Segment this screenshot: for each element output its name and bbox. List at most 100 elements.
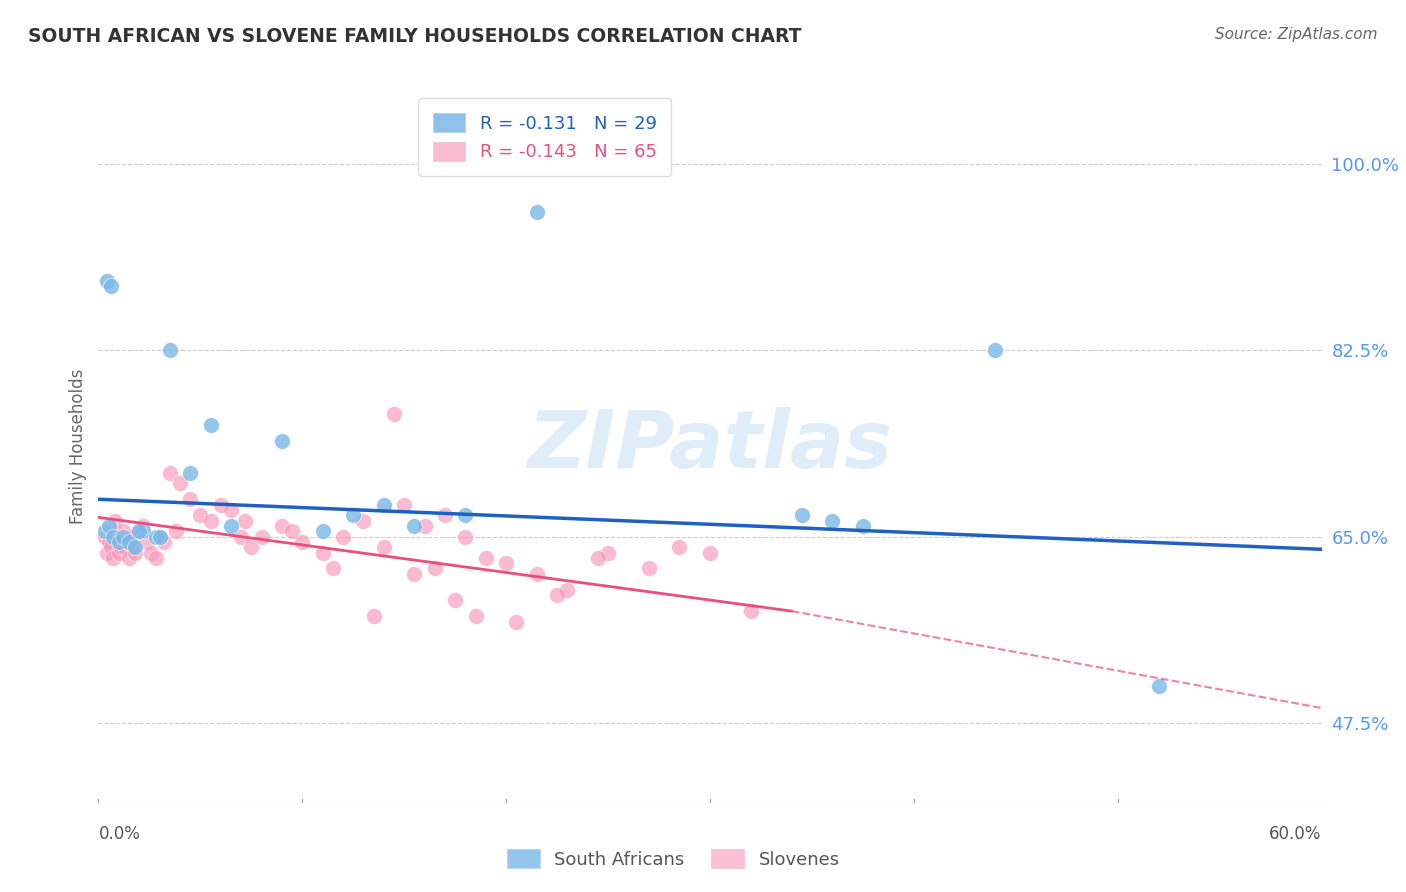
Text: 0.0%: 0.0% [98, 825, 141, 843]
Point [124, 540, 146, 554]
Point [100, 279, 122, 293]
Point [852, 519, 875, 533]
Point [454, 508, 477, 523]
Point [93, 529, 115, 543]
Legend: South Africans, Slovenes: South Africans, Slovenes [501, 841, 846, 876]
Point [413, 519, 436, 533]
Point [110, 540, 132, 554]
Text: ZIPatlas: ZIPatlas [527, 407, 893, 485]
Point [101, 529, 124, 543]
Point [495, 556, 517, 570]
Point [96, 545, 118, 559]
Point [122, 540, 145, 554]
Point [250, 529, 273, 543]
Point [373, 540, 395, 554]
Point [526, 204, 548, 219]
Point [165, 524, 187, 539]
Point [118, 550, 141, 565]
Point [97, 534, 120, 549]
Point [270, 519, 294, 533]
Point [111, 529, 134, 543]
Point [464, 609, 486, 624]
Point [342, 508, 364, 523]
Point [312, 545, 335, 559]
Point [145, 550, 167, 565]
Point [132, 519, 155, 533]
Point [219, 503, 242, 517]
Point [526, 566, 548, 581]
Point [114, 540, 136, 554]
Point [433, 508, 456, 523]
Point [141, 545, 163, 559]
Point [159, 466, 181, 480]
Point [104, 514, 127, 528]
Point [740, 604, 762, 618]
Point [128, 524, 150, 539]
Point [240, 540, 263, 554]
Point [108, 545, 131, 559]
Point [596, 545, 619, 559]
Point [101, 550, 124, 565]
Point [200, 417, 222, 432]
Point [136, 534, 159, 549]
Point [382, 407, 405, 421]
Point [699, 545, 721, 559]
Point [118, 534, 141, 549]
Point [105, 529, 128, 543]
Text: SOUTH AFRICAN VS SLOVENE FAMILY HOUSEHOLDS CORRELATION CHART: SOUTH AFRICAN VS SLOVENE FAMILY HOUSEHOL… [28, 27, 801, 45]
Point [124, 545, 146, 559]
Point [149, 529, 172, 543]
Point [505, 615, 527, 629]
Point [132, 524, 155, 539]
Point [404, 519, 426, 533]
Point [149, 529, 172, 543]
Point [546, 588, 568, 602]
Point [188, 508, 212, 523]
Point [233, 514, 256, 528]
Point [281, 524, 304, 539]
Point [291, 534, 314, 549]
Point [115, 534, 138, 549]
Point [209, 498, 232, 512]
Point [1147, 679, 1170, 693]
Point [152, 534, 174, 549]
Point [96, 274, 118, 288]
Point [423, 561, 446, 575]
Point [821, 514, 844, 528]
Point [200, 514, 222, 528]
Point [363, 609, 385, 624]
Point [179, 492, 201, 507]
Point [169, 476, 191, 491]
Point [474, 550, 498, 565]
Point [322, 561, 344, 575]
Point [352, 514, 374, 528]
Point [270, 434, 294, 448]
Point [231, 529, 253, 543]
Point [668, 540, 690, 554]
Point [373, 498, 395, 512]
Point [93, 524, 115, 539]
Point [179, 466, 201, 480]
Point [444, 593, 467, 607]
Point [586, 550, 609, 565]
Point [219, 519, 242, 533]
Point [392, 498, 416, 512]
Point [145, 529, 167, 543]
Point [120, 529, 142, 543]
Point [638, 561, 661, 575]
Point [97, 519, 120, 533]
Point [404, 566, 426, 581]
Point [108, 534, 131, 549]
Point [312, 524, 335, 539]
Point [984, 343, 1007, 358]
Text: 60.0%: 60.0% [1270, 825, 1322, 843]
Point [111, 524, 134, 539]
Point [100, 540, 122, 554]
Y-axis label: Family Households: Family Households [69, 368, 87, 524]
Point [454, 529, 477, 543]
Point [128, 524, 150, 539]
Point [159, 343, 181, 358]
Point [557, 582, 579, 597]
Text: Source: ZipAtlas.com: Source: ZipAtlas.com [1215, 27, 1378, 42]
Point [332, 529, 354, 543]
